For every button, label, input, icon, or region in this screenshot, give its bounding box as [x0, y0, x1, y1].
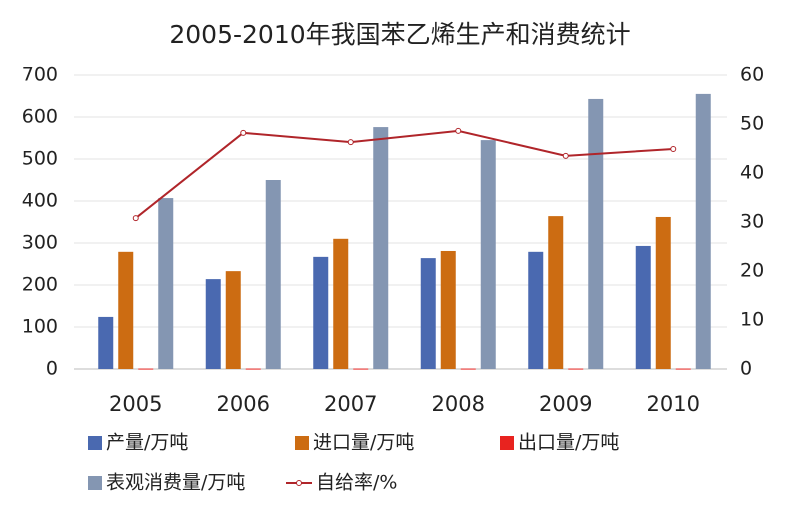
legend-label: 表观消费量/万吨 — [106, 472, 245, 494]
y-tick-label: 300 — [22, 232, 58, 254]
bar — [568, 368, 584, 370]
legend-swatch — [296, 480, 302, 486]
legend-swatch — [88, 476, 102, 490]
y-tick-label: 600 — [22, 106, 58, 128]
y2-tick-label: 0 — [740, 358, 752, 380]
bar — [225, 271, 241, 369]
bar — [675, 368, 691, 370]
bar — [158, 198, 174, 369]
x-tick-label: 2006 — [217, 392, 270, 416]
bar — [373, 127, 389, 369]
bar — [548, 216, 564, 369]
line-marker — [670, 145, 677, 152]
bar — [695, 93, 711, 370]
legend-swatch — [295, 436, 309, 450]
x-tick-label: 2010 — [647, 392, 700, 416]
y-tick-label: 200 — [22, 274, 58, 296]
bar — [353, 368, 369, 370]
y2-tick-label: 10 — [740, 309, 764, 331]
y-tick-label: 700 — [22, 64, 58, 86]
x-tick-label: 2009 — [539, 392, 592, 416]
y-tick-label: 500 — [22, 148, 58, 170]
y2-tick-label: 60 — [740, 64, 764, 86]
bar — [265, 180, 281, 369]
bar — [588, 98, 604, 369]
bar — [118, 251, 134, 369]
bar — [655, 216, 671, 369]
bar — [635, 245, 651, 369]
y2-tick-label: 40 — [740, 162, 764, 184]
y2-tick-label: 20 — [740, 260, 764, 282]
bar — [313, 256, 329, 369]
bar — [245, 368, 261, 370]
bar — [420, 258, 436, 369]
x-tick-label: 2005 — [109, 392, 162, 416]
line-marker — [132, 215, 139, 222]
x-tick-label: 2007 — [324, 392, 377, 416]
bar — [528, 251, 544, 369]
y-tick-label: 400 — [22, 190, 58, 212]
line — [135, 129, 674, 219]
y2-tick-label: 30 — [740, 211, 764, 233]
legend-label: 产量/万吨 — [106, 432, 188, 454]
chart-title: 2005-2010年我国苯乙烯生产和消费统计 — [169, 20, 630, 49]
bar — [333, 238, 349, 369]
bar — [138, 368, 154, 370]
line-marker — [562, 152, 569, 159]
bar — [205, 279, 221, 369]
y-tick-label: 0 — [46, 358, 58, 380]
y-tick-label: 100 — [22, 316, 58, 338]
legend-label: 自给率/% — [316, 472, 397, 494]
legend-swatch — [500, 436, 514, 450]
bar — [460, 368, 476, 370]
bar — [440, 250, 456, 369]
legend-label: 进口量/万吨 — [313, 432, 414, 454]
bar — [480, 140, 496, 369]
legend-label: 出口量/万吨 — [518, 432, 619, 454]
y2-tick-label: 50 — [740, 113, 764, 135]
line-marker — [347, 139, 354, 146]
x-tick-label: 2008 — [432, 392, 485, 416]
line-marker — [455, 127, 462, 134]
bar — [98, 316, 114, 369]
legend-swatch — [88, 436, 102, 450]
line-marker — [240, 129, 247, 136]
